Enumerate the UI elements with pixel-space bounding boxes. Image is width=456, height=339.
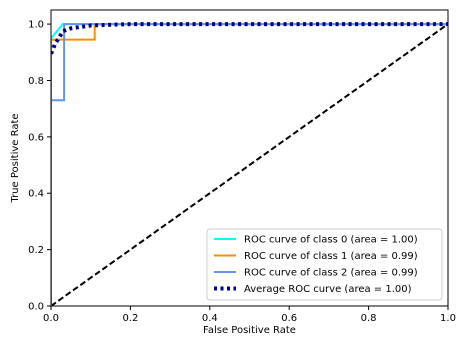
x-axis-title: False Positive Rate [203, 325, 296, 336]
x-tick-label-4: 0.8 [361, 313, 377, 324]
plot-area [51, 22, 448, 306]
y-tick-label-0: 0.0 [28, 302, 44, 313]
axes: 0.0 0.2 0.4 0.6 0.8 1.0 0.0 0.2 0.4 0.6 0.8 1.0 [28, 9, 456, 324]
y-axis-title: True Positive Rate [10, 113, 21, 203]
legend-label-0: ROC curve of class 0 (area = 1.00) [244, 235, 418, 246]
legend-label-1: ROC curve of class 1 (area = 0.99) [244, 251, 418, 262]
y-tick-label-1: 0.2 [28, 245, 44, 256]
x-tick-label-5: 1.0 [440, 313, 456, 324]
y-tick-label-2: 0.4 [28, 189, 44, 200]
x-tick-label-3: 0.6 [281, 313, 297, 324]
legend-label-3: Average ROC curve (area = 1.00) [244, 284, 412, 295]
x-tick-label-0: 0.0 [43, 313, 59, 324]
x-tick-label-2: 0.4 [202, 313, 218, 324]
plot-frame [50, 9, 449, 307]
reference-diagonal-line [51, 23, 448, 306]
y-tick-label-5: 1.0 [28, 20, 44, 31]
y-tick-label-3: 0.6 [28, 132, 44, 143]
legend: ROC curve of class 0 (area = 1.00) ROC cu… [206, 228, 443, 301]
legend-label-2: ROC curve of class 2 (area = 0.99) [244, 268, 418, 279]
legend-box [206, 228, 443, 301]
x-tick-label-1: 0.2 [122, 313, 138, 324]
y-tick-label-4: 0.8 [28, 76, 44, 87]
series-line-2 [51, 23, 448, 306]
